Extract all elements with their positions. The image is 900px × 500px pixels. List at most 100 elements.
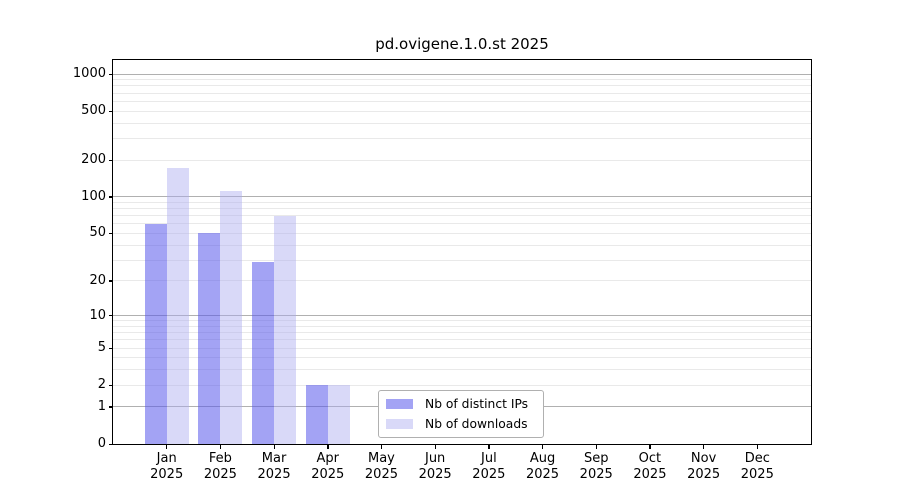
x-tick-month: Nov (690, 451, 717, 466)
bar-distinct-ips-jan (144, 223, 167, 444)
x-tick-label-jan: Jan 2025 (135, 451, 199, 482)
y-tick-label: 1000 (72, 66, 106, 82)
y-tick-label: 100 (81, 188, 106, 204)
y-tick-mark (109, 73, 113, 75)
x-tick-label-mar: Mar 2025 (242, 451, 306, 482)
y-tick-label: 50 (89, 225, 106, 241)
gridline-minor (113, 208, 811, 210)
y-tick-label: 20 (89, 272, 106, 288)
gridline-major (113, 73, 811, 75)
y-tick-label: 10 (89, 307, 106, 323)
y-tick-label: 5 (97, 340, 106, 356)
legend-swatch-downloads (386, 419, 413, 429)
legend-item-downloads: Nb of downloads (386, 415, 535, 433)
gridline-minor (113, 110, 811, 112)
bar-distinct-ips-feb (198, 233, 221, 444)
x-tick-mark (380, 445, 383, 449)
x-tick-label-oct: Oct 2025 (618, 451, 682, 482)
x-tick-mark (273, 445, 275, 449)
x-tick-year: 2025 (150, 466, 184, 482)
x-tick-year: 2025 (472, 466, 506, 482)
x-tick-month: Jan (156, 451, 177, 466)
x-tick-month: Aug (529, 451, 556, 466)
x-tick-year: 2025 (311, 466, 345, 482)
gridline-minor (113, 92, 811, 94)
x-tick-month: Jun (424, 451, 446, 466)
y-tick-mark (109, 443, 113, 445)
x-tick-year: 2025 (418, 466, 452, 482)
bar-distinct-ips-mar (252, 261, 275, 444)
legend-label-downloads: Nb of downloads (425, 417, 528, 431)
gridline-major (113, 315, 811, 317)
y-tick-label: 500 (81, 103, 106, 119)
x-tick-mark (327, 445, 329, 449)
x-tick-label-sep: Sep 2025 (564, 451, 628, 482)
x-tick-year: 2025 (579, 466, 613, 482)
x-tick-month: Feb (208, 451, 232, 466)
x-tick-year: 2025 (525, 466, 560, 482)
gridline-minor (113, 347, 811, 349)
gridline-minor (113, 159, 811, 161)
gridline-minor (113, 201, 811, 203)
x-tick-label-may: May 2025 (349, 451, 413, 482)
gridline-major (113, 196, 811, 198)
x-tick-month: Apr (316, 451, 340, 466)
gridline-minor (113, 320, 811, 322)
x-tick-mark (542, 445, 544, 449)
x-tick-year: 2025 (364, 466, 398, 482)
bar-downloads-apr (327, 385, 350, 444)
x-tick-mark (219, 445, 222, 449)
y-tick-label: 200 (81, 152, 106, 167)
x-tick-year: 2025 (740, 466, 774, 482)
gridline-minor (113, 244, 811, 246)
x-tick-label-aug: Aug 2025 (511, 451, 575, 482)
x-tick-label-dec: Dec 2025 (725, 451, 789, 482)
x-tick-label-jul: Jul 2025 (457, 451, 521, 482)
gridline-minor (113, 85, 811, 87)
x-tick-month: May (368, 451, 395, 466)
x-tick-label-nov: Nov 2025 (672, 451, 736, 482)
y-tick-mark (109, 384, 113, 386)
x-tick-mark (703, 445, 705, 449)
y-tick-label: 2 (97, 377, 106, 393)
x-tick-mark (434, 445, 436, 449)
y-tick-mark (109, 232, 113, 235)
y-tick-mark (109, 315, 113, 317)
gridline-minor (113, 357, 811, 359)
x-tick-mark (595, 445, 598, 449)
bar-downloads-feb (220, 190, 243, 444)
legend-swatch-distinct-ips (386, 399, 413, 409)
bar-downloads-mar (274, 215, 297, 444)
gridline-minor (113, 122, 811, 124)
y-tick-mark (109, 110, 113, 112)
x-tick-month: Mar (261, 451, 287, 466)
gridline-minor (113, 137, 811, 139)
legend: Nb of distinct IPs Nb of downloads (378, 390, 544, 438)
gridline-minor (113, 232, 811, 234)
gridline-minor (113, 332, 811, 334)
x-tick-year: 2025 (257, 466, 291, 482)
x-tick-mark (166, 445, 168, 449)
x-tick-mark (649, 445, 651, 449)
gridline-minor (113, 79, 811, 81)
x-tick-mark (488, 445, 490, 449)
gridline-minor (113, 325, 811, 327)
x-tick-label-apr: Apr 2025 (296, 451, 360, 482)
y-tick-mark (109, 406, 113, 408)
gridline-minor (113, 259, 811, 261)
x-tick-label-feb: Feb 2025 (188, 451, 252, 482)
plot-area (112, 59, 812, 445)
legend-label-distinct-ips: Nb of distinct IPs (425, 397, 529, 411)
x-tick-month: Dec (744, 451, 770, 466)
bar-downloads-jan (166, 167, 189, 444)
y-tick-label: 1 (97, 398, 106, 414)
x-tick-label-jun: Jun 2025 (403, 451, 467, 482)
y-tick-mark (109, 280, 113, 282)
x-tick-month: Oct (638, 451, 662, 466)
y-tick-mark (109, 196, 113, 198)
legend-item-distinct-ips: Nb of distinct IPs (386, 395, 535, 413)
x-tick-mark (756, 445, 759, 449)
gridline-minor (113, 100, 811, 102)
x-tick-year: 2025 (687, 466, 721, 482)
